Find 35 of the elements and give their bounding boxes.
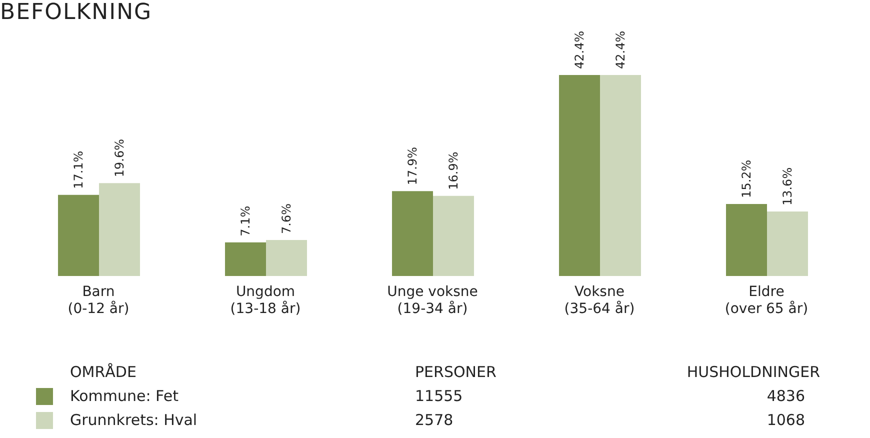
x-tick-label: Voksne (35-64 år)	[564, 284, 635, 317]
data-label: 16.9%	[446, 152, 460, 190]
bar	[392, 191, 433, 276]
text: 11555	[415, 386, 464, 407]
data-label: 13.6%	[780, 167, 794, 206]
bar	[600, 75, 641, 276]
bar	[559, 75, 600, 276]
data-label: 42.4%	[572, 30, 586, 69]
x-tick-label: Ungdom (13-18 år)	[230, 284, 301, 317]
bar	[58, 194, 99, 276]
legend-title: OMRÅDE	[70, 362, 138, 383]
text: HUSHOLDNINGER	[686, 362, 820, 383]
data-label: 42.4%	[614, 30, 628, 69]
data-label: 7.1%	[238, 206, 252, 236]
bar	[99, 183, 140, 276]
text: 4836	[766, 386, 805, 407]
x-tick-label: Eldre (over 65 år)	[724, 284, 808, 317]
legend-label: Grunnkrets: Hval	[70, 410, 198, 431]
bar	[433, 196, 474, 276]
text: 1068	[766, 410, 805, 431]
data-label: 17.9%	[406, 147, 420, 186]
data-label: 7.6%	[280, 203, 294, 234]
data-label: 17.1%	[72, 150, 86, 189]
text: PERSONER	[415, 362, 498, 383]
bar	[726, 204, 767, 276]
chart-title: BEFOLKNING	[0, 0, 152, 25]
bar	[225, 242, 266, 276]
bar	[767, 212, 808, 276]
bar	[266, 240, 307, 276]
x-tick-label: Unge voksne (19-34 år)	[387, 284, 478, 317]
legend-label: Kommune: Fet	[70, 386, 180, 407]
data-label: 15.2%	[740, 160, 754, 198]
data-label: 19.6%	[112, 138, 126, 178]
x-tick-label: Barn (0-12 år)	[68, 284, 130, 317]
text: 2578	[415, 410, 454, 431]
